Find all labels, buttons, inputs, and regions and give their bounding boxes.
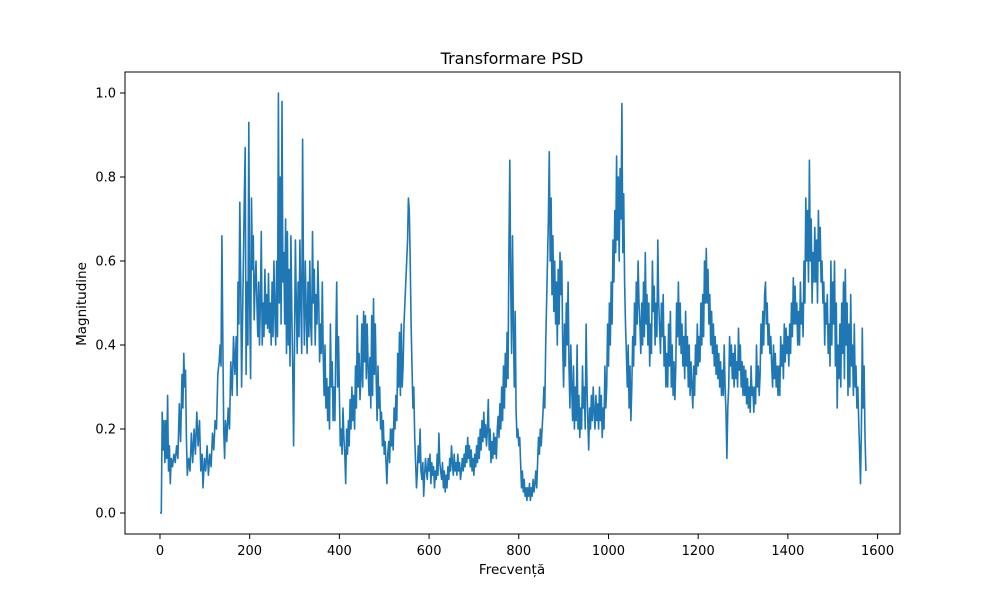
y-tick-label: 0.4 — [95, 339, 116, 354]
x-axis-ticks: 0 200 400 600 800 1000 1200 1400 1600 — [156, 534, 894, 559]
x-tick-label: 1600 — [861, 544, 894, 559]
x-tick-label: 0 — [156, 544, 164, 559]
x-tick-label: 600 — [417, 544, 442, 559]
y-tick-label: 0.8 — [95, 171, 116, 186]
x-axis-label: Frecvență — [479, 562, 545, 578]
axes-frame — [124, 71, 901, 535]
x-tick-label: 1400 — [771, 544, 804, 559]
y-axis-ticks: 0.0 0.2 0.4 0.6 0.8 1.0 — [95, 87, 125, 522]
y-tick-label: 0.2 — [95, 423, 116, 438]
y-tick-label: 0.0 — [95, 507, 116, 522]
x-tick-label: 200 — [237, 544, 262, 559]
plot-area — [160, 92, 867, 514]
chart-title: Transformare PSD — [440, 49, 584, 68]
x-tick-label: 400 — [327, 544, 352, 559]
y-tick-label: 1.0 — [95, 87, 116, 102]
x-tick-label: 800 — [506, 544, 531, 559]
x-tick-label: 1200 — [682, 544, 715, 559]
y-tick-label: 0.6 — [95, 255, 116, 270]
x-tick-label: 1000 — [592, 544, 625, 559]
y-axis-label: Magnitudine — [74, 262, 90, 346]
series-line — [160, 92, 867, 514]
